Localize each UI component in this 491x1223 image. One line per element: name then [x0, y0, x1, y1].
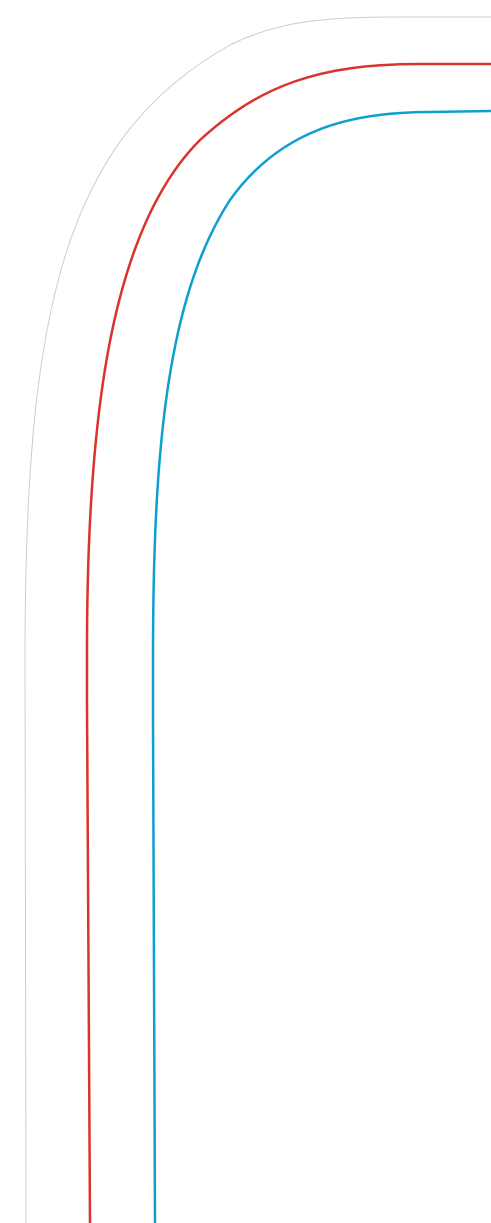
middle-red-curve: [85, 62, 491, 1223]
inner-blue-curve: [151, 109, 491, 1223]
outer-gray-curve: [24, 16, 491, 1223]
